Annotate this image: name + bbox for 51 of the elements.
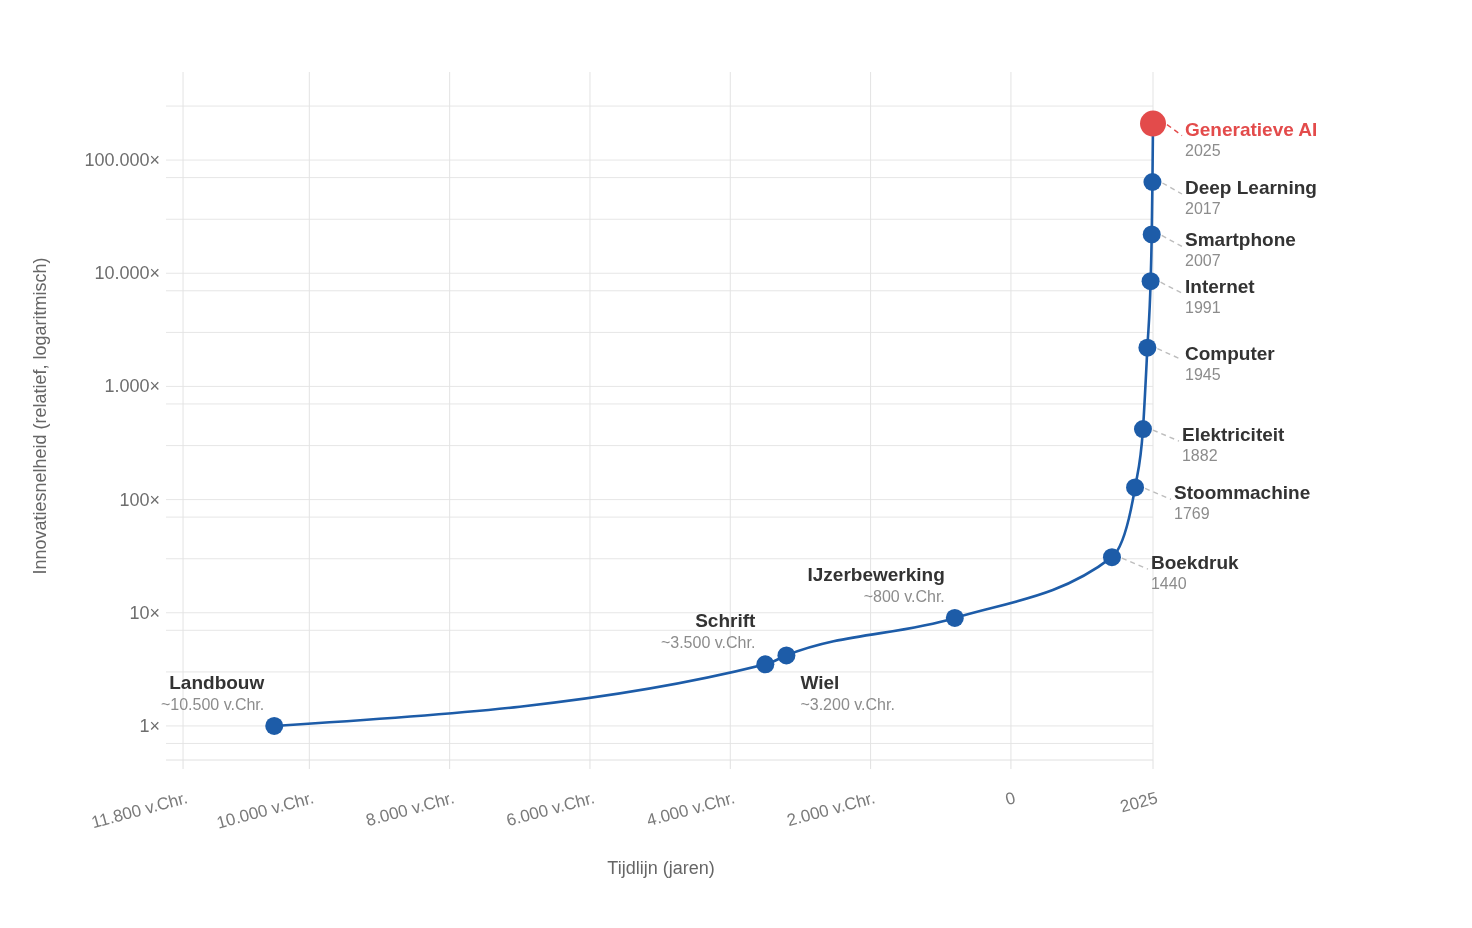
y-tick-label: 10.000× bbox=[94, 263, 160, 284]
x-tick-label: 2025 bbox=[1118, 787, 1160, 816]
point bbox=[1143, 173, 1162, 191]
annotation: Smartphone bbox=[1185, 229, 1296, 251]
annotation: 2017 bbox=[1185, 200, 1221, 217]
point bbox=[1142, 225, 1161, 244]
annotation: Wiel bbox=[800, 672, 840, 694]
annotation: 1991 bbox=[1185, 299, 1221, 317]
annotation: Deep Learning bbox=[1185, 177, 1317, 198]
annotation: Generatieve AI bbox=[1185, 118, 1318, 140]
x-axis-title: Tijdlijn (jaren) bbox=[607, 858, 715, 878]
annotation: 2025 bbox=[1185, 141, 1221, 159]
point bbox=[945, 608, 964, 627]
annotation: Internet bbox=[1185, 276, 1256, 298]
x-tick-label: 6.000 v.Chr. bbox=[504, 787, 597, 830]
y-axis-title: Innovatiesnelheid (relatief, logaritmisch) bbox=[30, 257, 50, 575]
x-tick-label: 11.800 v.Chr. bbox=[89, 787, 190, 832]
annotation: Stoommachine bbox=[1174, 482, 1311, 504]
annotation: 1945 bbox=[1185, 365, 1221, 383]
point bbox=[756, 655, 775, 674]
annotation: 1882 bbox=[1181, 447, 1218, 465]
x-tick-label: 8.000 v.Chr. bbox=[363, 787, 457, 830]
point bbox=[265, 716, 284, 735]
x-tick-label: 2.000 v.Chr. bbox=[784, 787, 878, 830]
point bbox=[1102, 548, 1121, 567]
y-tick-label: 1× bbox=[139, 715, 160, 736]
annotation: Landbouw bbox=[169, 671, 265, 693]
x-tick-label: 0 bbox=[1003, 787, 1018, 809]
annotation: Boekdruk bbox=[1150, 552, 1240, 574]
point bbox=[1141, 272, 1160, 291]
annotation: ~3.200 v.Chr. bbox=[800, 696, 895, 714]
x-tick-label: 4.000 v.Chr. bbox=[644, 787, 737, 830]
annotation: Schrift bbox=[695, 610, 757, 632]
y-tick-label: 100.000× bbox=[84, 150, 160, 171]
annotation: 1769 bbox=[1174, 505, 1210, 523]
annotation: ~10.500 v.Chr. bbox=[160, 695, 265, 713]
point bbox=[1138, 338, 1157, 357]
annotation: IJzerbewerking bbox=[807, 563, 945, 585]
point bbox=[1133, 420, 1152, 439]
y-tick-label: 10× bbox=[129, 602, 160, 623]
annotation: ~800 v.Chr. bbox=[863, 587, 945, 605]
point bbox=[777, 646, 796, 665]
annotation: ~3.500 v.Chr. bbox=[660, 634, 756, 652]
annotation: 1440 bbox=[1150, 575, 1187, 593]
annotation: 2007 bbox=[1185, 252, 1221, 270]
y-tick-label: 1.000× bbox=[104, 376, 160, 397]
annotation: Elektriciteit bbox=[1181, 424, 1286, 446]
y-tick-label: 100× bbox=[119, 489, 160, 510]
annotation: Computer bbox=[1185, 342, 1276, 364]
point bbox=[1126, 478, 1145, 497]
x-tick-label: 10.000 v.Chr. bbox=[214, 787, 316, 833]
